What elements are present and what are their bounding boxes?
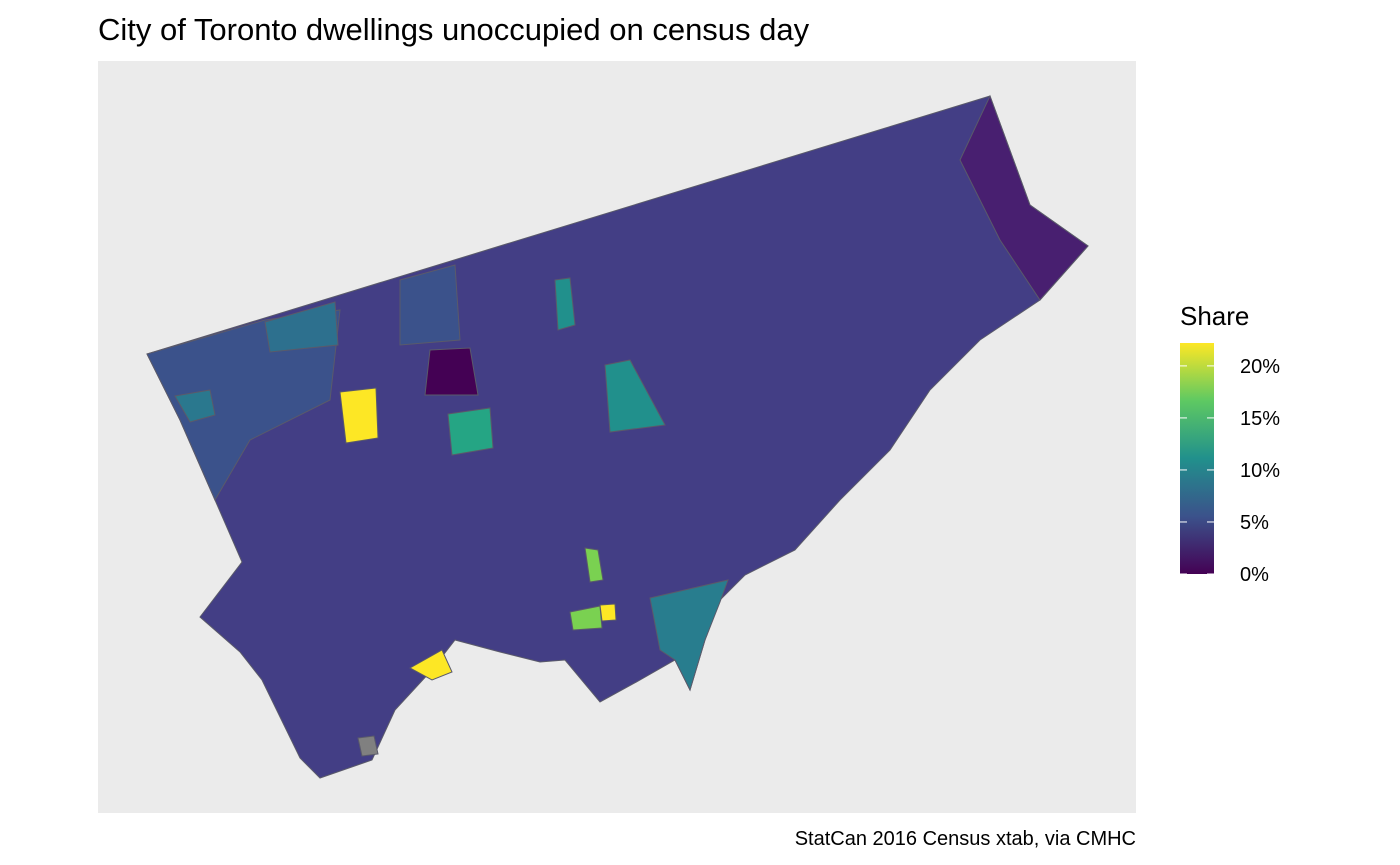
legend-colorbar (1180, 343, 1214, 574)
tract (264, 301, 339, 353)
map-title: City of Toronto dwellings unoccupied on … (98, 12, 810, 47)
legend-tick-label: 15% (1240, 408, 1280, 430)
legend-title: Share (1180, 301, 1249, 331)
tract (554, 277, 576, 331)
tract (649, 579, 729, 692)
tract (599, 603, 617, 622)
legend-tick-label: 20% (1240, 356, 1280, 378)
city-map (146, 94, 1089, 779)
tract (447, 407, 494, 456)
tract (399, 264, 461, 346)
tract (959, 94, 1089, 301)
tract (424, 347, 479, 396)
caption: StatCan 2016 Census xtab, via CMHC (795, 828, 1136, 850)
tract (569, 605, 603, 631)
tract (174, 389, 216, 423)
tract (604, 359, 666, 433)
tract (339, 387, 379, 444)
tract (408, 649, 453, 681)
legend-tick-label: 10% (1240, 460, 1280, 482)
legend-tick-label: 5% (1240, 512, 1269, 534)
tract (584, 547, 604, 583)
tract (357, 735, 379, 757)
city-outline (146, 95, 1089, 779)
legend-tick-label: 0% (1240, 564, 1269, 586)
